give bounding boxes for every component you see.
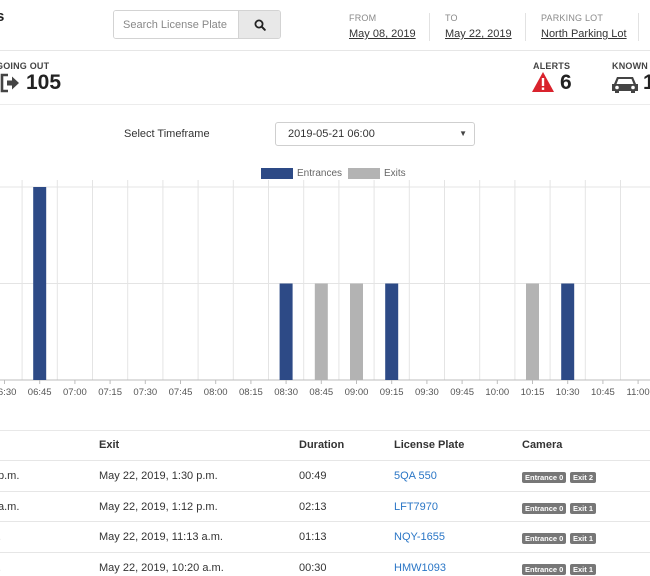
camera-badge-exit: Exit 2 (570, 472, 597, 483)
row-divider (0, 490, 650, 492)
cell-entry-time: . (0, 562, 1, 574)
timeframe-value: 2019-05-21 06:00 (288, 128, 375, 140)
bar-entrances-0645[interactable] (33, 187, 47, 380)
cell-duration: 00:49 (299, 470, 327, 482)
x-tick-label: 07:45 (169, 387, 193, 398)
alerts-count: 6 (560, 71, 572, 94)
alerts-label: ALERTS (533, 61, 571, 71)
search-box (113, 10, 281, 39)
x-tick-label: 06:30 (0, 387, 16, 398)
caret-down-icon: ▼ (459, 129, 467, 138)
known-plates-count: 1 (643, 71, 650, 94)
from-date-link[interactable]: May 08, 2019 (349, 28, 416, 40)
col-header-duration[interactable]: Duration (299, 439, 345, 451)
x-tick-label: 08:00 (204, 387, 228, 398)
cell-exit-time: May 22, 2019, 10:20 a.m. (99, 561, 224, 574)
license-plate-link[interactable]: NQY-1655 (394, 531, 445, 543)
camera-badge-exit: Exit 1 (570, 502, 597, 514)
x-tick-label: 11:00 (627, 387, 650, 398)
top-header: s FROM May 08, 2019 TO May 22, 2019 PARK… (0, 0, 650, 51)
camera-badge-exit: Exit 1 (570, 563, 597, 575)
search-icon (254, 19, 266, 31)
divider (0, 104, 650, 105)
x-tick-label: 10:45 (591, 387, 615, 398)
divider (0, 430, 650, 431)
timeframe-select[interactable]: 2019-05-21 06:00 ▼ (275, 122, 475, 146)
divider (429, 13, 430, 41)
to-date-link[interactable]: May 22, 2019 (445, 28, 512, 40)
cell-exit-time: May 22, 2019, 11:13 a.m. (99, 531, 223, 543)
bar-entrances-0915[interactable] (385, 283, 399, 381)
x-tick-label: 08:15 (239, 387, 263, 398)
cell-exit-time: May 22, 2019, 1:30 p.m. (99, 470, 218, 482)
x-tick-label: 08:30 (274, 387, 298, 398)
license-plate-link[interactable]: LFT7970 (394, 500, 439, 513)
search-input[interactable] (114, 11, 240, 38)
x-tick-label: 09:15 (380, 387, 404, 398)
row-divider (0, 521, 650, 522)
legend-swatch-exits (348, 168, 380, 179)
camera-badge-entrance: Entrance 0 (522, 533, 567, 544)
bar-exits-0845[interactable] (314, 283, 328, 381)
search-button[interactable] (238, 11, 280, 38)
license-plate-link[interactable]: HMW1093 (394, 561, 446, 574)
legend-label-entrances[interactable]: Entrances (297, 168, 343, 179)
bar-entrances-0830[interactable] (279, 283, 293, 381)
from-label: FROM (349, 13, 377, 23)
parking-lot-filter: PARKING LOT North Parking Lot (541, 13, 627, 40)
cell-exit-time: May 22, 2019, 1:12 p.m. (99, 500, 218, 513)
license-plate-link[interactable]: 5QA 550 (394, 470, 437, 482)
x-tick-label: 08:45 (309, 387, 333, 398)
camera-badge-entrance: Entrance 0 (522, 502, 567, 514)
x-tick-label: 10:30 (556, 387, 580, 398)
car-icon (612, 77, 638, 93)
cell-entry-time: a.m. (0, 500, 20, 513)
x-tick-label: 09:00 (345, 387, 369, 398)
legend-swatch-entrances (261, 168, 293, 179)
col-header-camera[interactable]: Camera (522, 439, 563, 451)
col-header-exit[interactable]: Exit (99, 439, 120, 451)
x-tick-label: 09:30 (415, 387, 439, 398)
bar-exits-0900[interactable] (350, 283, 363, 381)
camera-badge-entrance: Entrance 0 (522, 472, 567, 483)
legend-label-exits[interactable]: Exits (384, 168, 406, 179)
row-divider (0, 460, 650, 461)
cell-duration: 02:13 (299, 500, 327, 513)
x-tick-label: 10:00 (485, 387, 509, 398)
x-tick-label: 07:00 (63, 387, 87, 398)
col-header-plate[interactable]: License Plate (394, 439, 465, 451)
to-label: TO (445, 13, 458, 23)
bar-exits-1015[interactable] (526, 283, 539, 381)
camera-badge-exit: Exit 1 (570, 533, 597, 544)
alert-triangle-icon (532, 72, 554, 92)
divider (638, 13, 639, 41)
traffic-bar-chart: 06:30 06:45 07:00 07:15 07:30 07:45 08:00 08:15… (0, 180, 650, 398)
app-title: s (0, 8, 5, 25)
sign-out-icon (0, 73, 19, 93)
x-tick-label: 07:15 (98, 387, 122, 398)
going-out-label: GOING OUT (0, 61, 50, 71)
x-tick-label: 10:15 (521, 387, 545, 398)
cell-entry-time: . (0, 531, 1, 543)
to-date-filter: TO May 22, 2019 (445, 13, 512, 40)
from-date-filter: FROM May 08, 2019 (349, 13, 416, 40)
parking-lot-label: PARKING LOT (541, 13, 604, 23)
cell-duration: 00:30 (299, 561, 327, 574)
x-tick-label: 06:45 (28, 387, 52, 398)
bar-entrances-1030[interactable] (561, 283, 575, 381)
cell-duration: 01:13 (299, 531, 327, 543)
divider (525, 13, 526, 41)
camera-badge-entrance: Entrance 0 (522, 563, 567, 575)
going-out-count: 105 (26, 71, 62, 94)
row-divider (0, 551, 650, 553)
known-plates-label: KNOWN P (612, 61, 650, 71)
x-tick-label: 07:30 (133, 387, 157, 398)
timeframe-label: Select Timeframe (124, 128, 210, 140)
parking-lot-link[interactable]: North Parking Lot (541, 28, 627, 40)
x-tick-label: 09:45 (450, 387, 474, 398)
cell-entry-time: p.m. (0, 470, 20, 482)
